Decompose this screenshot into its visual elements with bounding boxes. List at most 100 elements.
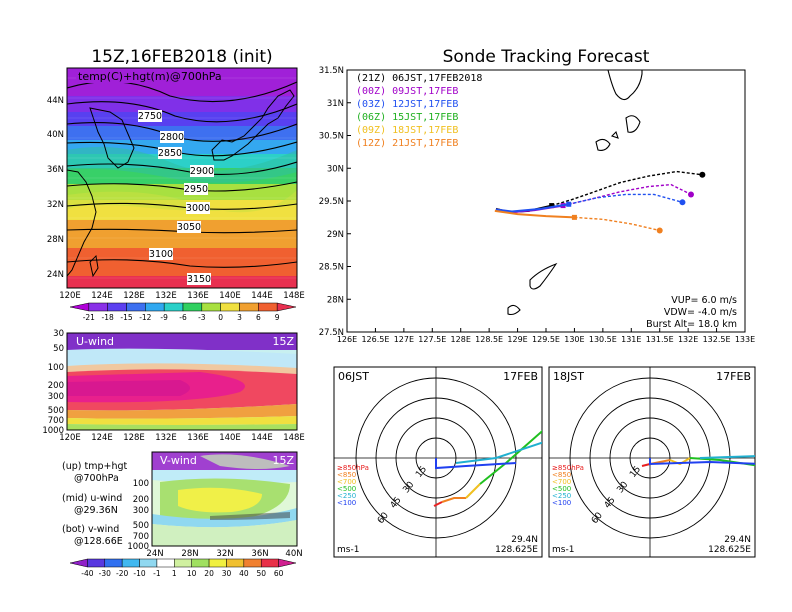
u-wind-time: 15Z: [272, 335, 294, 348]
u-lon-tick-128e: 128E: [123, 433, 145, 443]
track-burst-marker: [571, 214, 577, 220]
hodograph-level-label: <500: [337, 485, 356, 493]
v-wind-time: 15Z: [272, 454, 294, 467]
lon-tick-132e: 132E: [155, 291, 177, 301]
track-burst-marker: [549, 203, 555, 209]
map-lon-tick: 128.5E: [475, 335, 503, 344]
map-lat-tick: 31.5N: [319, 66, 344, 76]
lat-tick-44n: 44N: [47, 96, 64, 106]
hodograph-level-label: <100: [552, 499, 571, 507]
temp-colorbar-swatch: [239, 302, 259, 312]
contour-label-2850: 2850: [158, 148, 182, 159]
track-landing-marker: [656, 227, 663, 234]
map-lat-tick: 29N: [327, 230, 344, 240]
wind-colorbar-label: -20: [116, 569, 128, 578]
map-lon-tick: 127E: [394, 335, 414, 344]
map-lon-tick: 130E: [564, 335, 584, 344]
wind-colorbar-label: -40: [81, 569, 93, 578]
wind-colorbar-label: 10: [187, 569, 197, 578]
v-lat-tick-36n: 36N: [251, 549, 268, 559]
map-lon-tick: 131E: [621, 335, 641, 344]
track-descent-line: [562, 183, 692, 207]
temp-colorbar-label: -21: [83, 313, 95, 322]
island-small-1: [595, 138, 611, 151]
lon-tick-128e: 128E: [123, 291, 145, 301]
wind-colorbar-swatch: [260, 558, 279, 568]
contour-label-2950: 2950: [184, 184, 208, 195]
map-lat-tick: 28N: [327, 295, 344, 305]
temp-colorbar-label: 6: [256, 313, 261, 322]
u-p-tick-500: 500: [48, 406, 64, 416]
legend-up-sub: @700hPa: [74, 473, 119, 484]
temp-colorbar-swatch: [201, 302, 221, 312]
lon-tick-124e: 124E: [91, 291, 113, 301]
legend-up: (up) tmp+hgt: [62, 461, 128, 472]
u-lon-tick-132e: 132E: [155, 433, 177, 443]
temp-colorbar-swatch: [88, 302, 108, 312]
contour-label-3000: 3000: [186, 203, 210, 214]
hodograph-level-label: <700: [337, 478, 356, 486]
hodograph-level-label: ≥850hPa: [552, 464, 584, 472]
top-panel-label: temp(C)+hgt(m)@700hPa: [78, 70, 222, 83]
wind-colorbar-label: -10: [133, 569, 145, 578]
lon-tick-120e: 120E: [59, 291, 81, 301]
u-p-tick-1000: 1000: [42, 426, 64, 436]
temp-colorbar-label: -9: [160, 313, 168, 322]
lat-tick-32n: 32N: [47, 200, 64, 210]
lat-tick-40n: 40N: [47, 130, 64, 140]
temperature-colorbar: -21 -18 -15 -12 -9 -6 -3 0 3 6 9: [69, 302, 297, 322]
temp-colorbar-label: -6: [179, 313, 187, 322]
temp-colorbar-swatch: [145, 302, 165, 312]
map-lon-tick: 128E: [451, 335, 471, 344]
u-lon-tick-124e: 124E: [91, 433, 113, 443]
panel-legend: (up) tmp+hgt @700hPa (mid) u-wind @29.36…: [62, 461, 128, 547]
china-coastline: [67, 169, 97, 277]
param-burst: Burst Alt= 18.0 km: [646, 319, 737, 330]
map-lon-tick: 126.5E: [361, 335, 389, 344]
island-small-2: [610, 130, 619, 139]
lat-tick-24n: 24N: [47, 270, 64, 280]
map-legend-09z: (09Z) 18JST,17FEB: [356, 125, 458, 136]
map-legend-03z: (03Z) 12JST,17FEB: [356, 99, 458, 110]
lat-tick-28n: 28N: [47, 235, 64, 245]
hodograph-trace: [649, 458, 755, 466]
lon-tick-144e: 144E: [251, 291, 273, 301]
legend-mid: (mid) u-wind: [62, 493, 122, 504]
wind-colorbar-swatch: [121, 558, 140, 568]
track-ascent-line: [495, 203, 569, 213]
hodograph-date: 17FEB: [503, 370, 538, 383]
hodograph-trace: [441, 497, 466, 503]
u-lon-tick-140e: 140E: [219, 433, 241, 443]
map-legend-06z: (06Z) 15JST,17FEB: [356, 112, 458, 123]
hodograph-level-label: ≥850hPa: [337, 464, 369, 472]
map-lon-tick: 127.5E: [418, 335, 446, 344]
temp-colorbar-label: -3: [198, 313, 206, 322]
contour-label-2750: 2750: [138, 111, 162, 122]
hodograph-frame: [333, 366, 543, 558]
wind-colorbar-swatch: [278, 558, 297, 568]
wind-colorbar-swatch: [139, 558, 158, 568]
temperature-map-panel: 2750 2800 2850 2900 2950 3000 3050 3100 …: [47, 67, 305, 322]
wind-colorbar-swatch: [208, 558, 227, 568]
wind-colorbar: -40 -30 -20 -10 -1 1 10 20 30 40 50 60: [69, 558, 297, 578]
map-lon-tick: 132.5E: [703, 335, 731, 344]
v-p-tick-100: 100: [133, 479, 149, 489]
temp-colorbar-label: -18: [102, 313, 114, 322]
wind-colorbar-swatch: [226, 558, 245, 568]
wind-colorbar-swatch: [156, 558, 175, 568]
wind-colorbar-swatch: [87, 558, 106, 568]
map-lat-tick: 30.5N: [319, 132, 344, 142]
hodograph-level-label: <100: [337, 499, 356, 507]
track-burst-marker: [566, 201, 572, 207]
wind-colorbar-swatch: [191, 558, 210, 568]
v-wind-panel: V-wind 15Z 100 200 300 500 700 1000 24N …: [69, 451, 303, 578]
korea-coastline: [89, 107, 135, 169]
legend-bot-sub: @128.66E: [74, 536, 123, 547]
hodograph-lat: 29.4N: [511, 535, 538, 545]
map-lon-tick: 131.5E: [646, 335, 674, 344]
track-descent-line: [551, 170, 703, 207]
temp-colorbar-swatch: [107, 302, 127, 312]
temp-colorbar-label: 0: [218, 313, 223, 322]
contour-label-2800: 2800: [160, 132, 184, 143]
